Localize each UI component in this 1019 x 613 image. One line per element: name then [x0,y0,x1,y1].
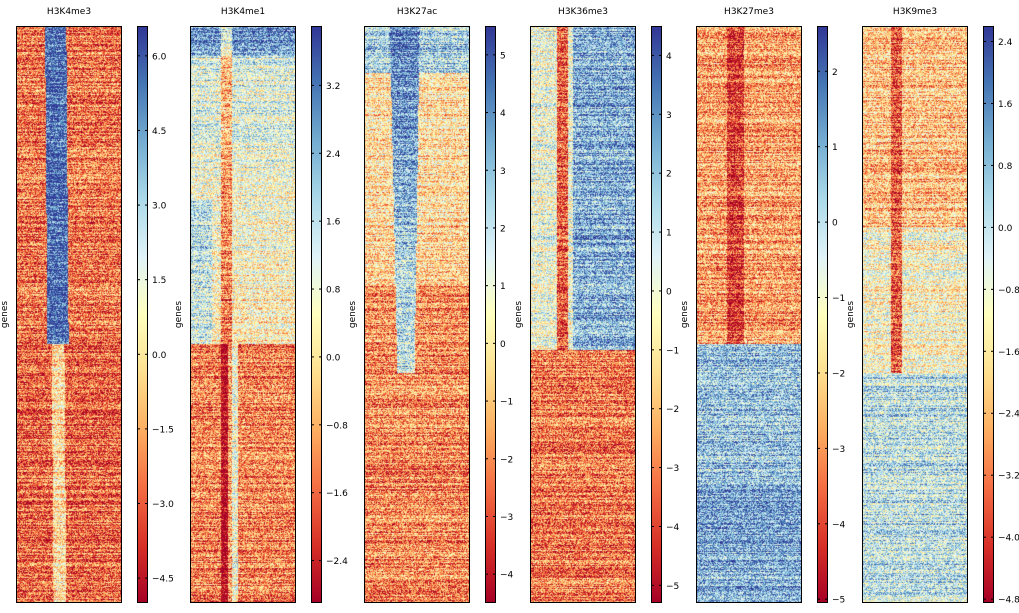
heatmap-cells [16,26,122,603]
y-axis-label: genes [514,301,524,328]
colorbar-tick-label: 0.0 [998,224,1013,234]
colorbar-tick-label: −4 [832,520,846,530]
y-axis-label: genes [846,301,856,328]
colorbar-tick-label: 2.4 [326,150,341,160]
colorbar-tick-label: 0 [832,219,838,229]
colorbar-tick-label: 0 [500,340,506,350]
colorbar [485,26,496,603]
colorbar-tick-label: 0.0 [152,351,167,361]
colorbar-tick-label: −2 [500,455,513,465]
heatmap-frame [16,26,122,603]
panel-title: H3K36me3 [558,7,608,17]
colorbar-tick-label: 1 [832,143,838,153]
colorbar-tick-label: −3 [500,513,513,523]
colorbar-tick-label: −2.4 [326,557,348,567]
heatmap-cells [862,26,968,603]
colorbar [983,26,994,603]
colorbar-tick-label: −2 [832,369,845,379]
colorbar-tick-label: 3 [666,111,672,121]
colorbar-tick-label: −1.6 [998,348,1019,358]
colorbar-tick-label: 1 [500,282,506,292]
colorbar-tick-label: 1 [666,229,672,239]
heatmap-cells [696,26,802,603]
heatmap-cells [190,26,296,603]
colorbar-tick-label: 3 [500,167,506,177]
colorbar-frame [651,26,662,603]
colorbar-tick-label: −1.6 [326,489,348,499]
heatmap-frame [190,26,296,603]
panel-h3k36me3: H3K36me3 genes 4 3 2 1 0 −1 −2 −3 −4 −5 [514,7,680,603]
colorbar-tick-label: −4 [666,523,680,533]
heatmap-cells [530,26,636,603]
colorbar-frame [137,26,148,603]
panel-title: H3K27me3 [724,7,774,17]
heatmap-frame [862,26,968,603]
colorbar-tick-label: 4.5 [152,127,166,137]
colorbar-tick-label: −2 [666,405,679,415]
panel-title: H3K4me1 [221,7,265,17]
y-axis-label: genes [680,301,690,328]
colorbar-tick-label: −5 [666,582,679,592]
colorbar-tick-label: −1 [666,346,679,356]
colorbar-frame [485,26,496,603]
y-axis-label: genes [174,301,184,328]
colorbar-tick-label: −0.8 [998,286,1019,296]
colorbar-tick-label: 2 [500,224,506,234]
colorbar-tick-label: −4 [500,571,514,581]
colorbar-tick-label: 4 [666,52,672,62]
colorbar [137,26,148,603]
colorbar-tick-label: −0.8 [326,421,348,431]
colorbar-tick-label: −4.8 [998,596,1019,606]
colorbar-tick-label: 0.8 [326,286,341,296]
panel-title: H3K27ac [397,7,437,17]
heatmap-frame [696,26,802,603]
colorbar [651,26,662,603]
panel-h3k9me3: H3K9me3 genes 2.4 1.6 0.8 0.0 −0.8 −1.6 −2.4 −3.2… [846,7,1019,606]
y-axis-label: genes [0,301,10,328]
colorbar-tick-label: 4 [500,109,506,119]
colorbar-tick-label: 0.0 [326,353,341,363]
panel-h3k4me3: H3K4me3 genes 6.0 4.5 3.0 1.5 0.0 −1.5 −3.0 −4.5 [0,7,174,603]
colorbar-tick-label: 1.6 [998,100,1013,110]
colorbar-tick-label: 2.4 [998,38,1013,48]
heatmap-frame [530,26,636,603]
panel-h3k4me1: H3K4me1 genes 3.2 2.4 1.6 0.8 0.0 −0.8 −1.6 −2.4 [174,7,348,603]
colorbar-tick-label: −1 [500,398,513,408]
colorbar-tick-label: −4.5 [152,575,174,585]
colorbar-tick-label: −3 [666,464,679,474]
colorbar-tick-label: 3.2 [326,82,340,92]
colorbar-tick-label: 1.6 [326,218,341,228]
colorbar-tick-label: 2 [666,170,672,180]
colorbar-tick-label: −4.0 [998,534,1019,544]
panel-title: H3K4me3 [47,7,91,17]
colorbar [311,26,322,603]
colorbar-tick-label: 3.0 [152,202,167,212]
panel-title: H3K9me3 [893,7,937,17]
colorbar-frame [311,26,322,603]
heatmap-frame [364,26,470,603]
colorbar [817,26,828,603]
colorbar-tick-label: 0 [666,287,672,297]
colorbar-tick-label: −3.0 [152,500,174,510]
colorbar-tick-label: −2.4 [998,410,1019,420]
panel-h3k27me3: H3K27me3 genes 2 1 0 −1 −2 −3 −4 −5 [680,7,846,606]
colorbar-tick-label: 6.0 [152,52,167,62]
colorbar-tick-label: −5 [832,596,845,606]
colorbar-tick-label: −3 [832,445,845,455]
colorbar-tick-label: 1.5 [152,276,166,286]
colorbar-tick-label: −1.5 [152,425,174,435]
y-axis-label: genes [348,301,358,328]
colorbar-tick-label: −3.2 [998,472,1019,482]
heatmap-cells [364,26,470,603]
colorbar-tick-label: 2 [832,68,838,78]
colorbar-tick-label: −1 [832,294,845,304]
colorbar-frame [983,26,994,603]
colorbar-tick-label: 0.8 [998,162,1013,172]
colorbar-tick-label: 5 [500,51,506,61]
colorbar-frame [817,26,828,603]
panel-h3k27ac: H3K27ac genes 5 4 3 2 1 0 −1 −2 −3 −4 [348,7,514,603]
